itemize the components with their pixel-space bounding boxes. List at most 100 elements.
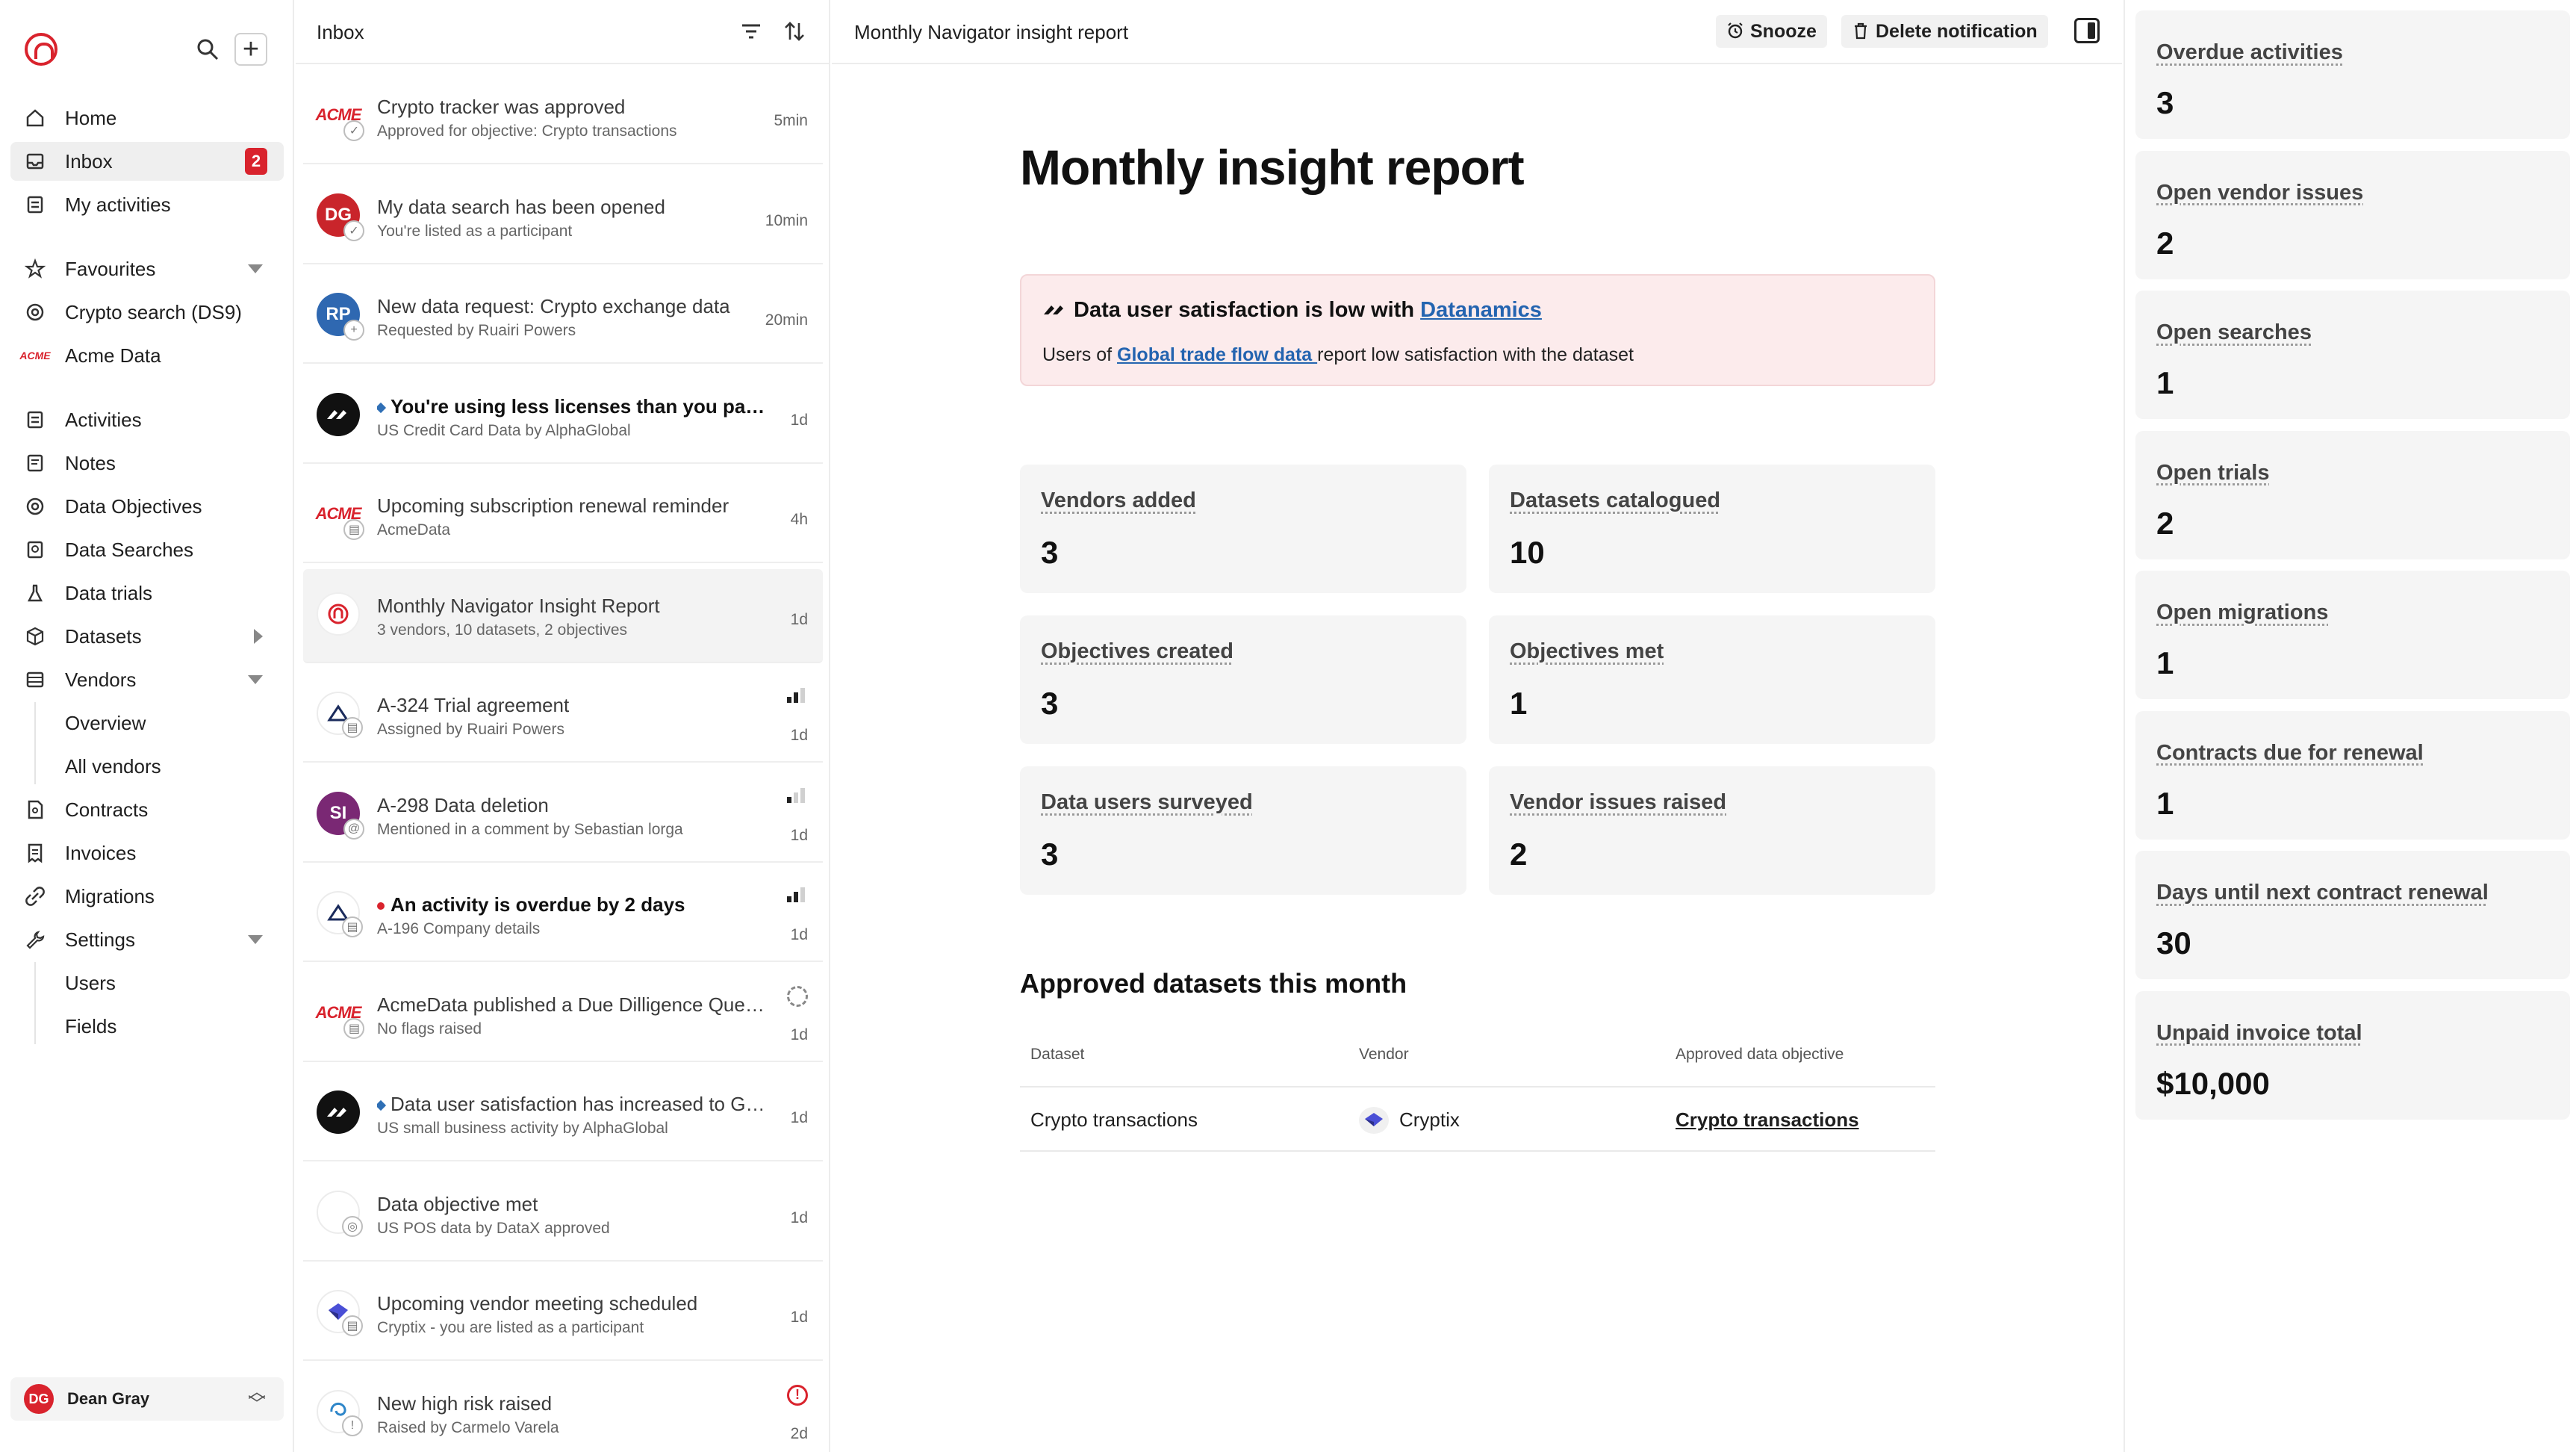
sidebar-item-users[interactable]: Users (10, 964, 284, 1002)
stat-label[interactable]: Datasets catalogued (1510, 488, 1721, 512)
message-title-text: New high risk raised (377, 1392, 553, 1415)
sidebar-item-all-vendors[interactable]: All vendors (10, 747, 284, 786)
stat-value: 2 (1510, 837, 1528, 872)
sort-icon[interactable] (781, 18, 808, 45)
avatar: SI @ (317, 791, 364, 840)
add-button[interactable]: + (234, 33, 267, 66)
message-title-text: You're using less licenses than you pay … (391, 394, 765, 418)
stat-value: 3 (1041, 686, 1059, 721)
chevron-down-icon[interactable] (248, 264, 263, 273)
avatar (317, 1090, 360, 1134)
inbox-message[interactable]: ACME ▤ AcmeData published a Due Dilligence… (303, 968, 823, 1062)
inbox-message[interactable]: ▤ A-324 Trial agreement Assigned by Ruairi… (303, 668, 823, 763)
inbox-header: Inbox (296, 0, 829, 64)
sidebar-item-label: Crypto search (DS9) (65, 300, 242, 323)
acme-logo-icon: ACME (19, 350, 51, 362)
sidebar-item-fields[interactable]: Fields (10, 1007, 284, 1046)
star-icon (24, 258, 46, 280)
sidebar-item-acme-data[interactable]: ACME Acme Data (10, 336, 284, 375)
avatar: ▤ (317, 891, 363, 937)
sidebar-item-migrations[interactable]: Migrations (10, 877, 284, 916)
satisfaction-alert: Data user satisfaction is low with Datan… (1020, 274, 1935, 386)
stat-label[interactable]: Vendor issues raised (1510, 790, 1727, 814)
summary-label[interactable]: Unpaid invoice total (2156, 1020, 2362, 1045)
sidebar-item-activities[interactable]: Activities (10, 400, 284, 439)
dataset-link[interactable]: Global trade flow data (1117, 344, 1318, 365)
summary-label[interactable]: Open searches (2156, 320, 2312, 344)
message-title: New data request: Crypto exchange data (377, 295, 730, 318)
message-subtitle: US small business activity by AlphaGloba… (377, 1120, 668, 1137)
avatar: ACME ✓ (316, 93, 364, 141)
type-badge-icon: ✓ (343, 120, 364, 141)
inbox-message[interactable]: SI @ A-298 Data deletion Mentioned in a com… (303, 769, 823, 863)
inbox-message[interactable]: ▤ Upcoming vendor meeting scheduled Crypti… (303, 1267, 823, 1361)
snooze-button[interactable]: Snooze (1716, 15, 1827, 48)
sidebar-item-label: Home (65, 106, 117, 129)
chevron-down-icon[interactable] (248, 935, 263, 944)
sidebar-item-inbox[interactable]: Inbox 2 (10, 142, 284, 181)
summary-card: Open trials 2 (2135, 430, 2570, 559)
message-title-text: Data user satisfaction has increased to … (391, 1093, 765, 1115)
inbox-message[interactable]: ACME ✓ Crypto tracker was approved Approved… (303, 70, 823, 164)
sidebar-item-crypto-search[interactable]: Crypto search (DS9) (10, 293, 284, 332)
inbox-message[interactable]: DAT ◎ Data objective met US POS data by Dat… (303, 1167, 823, 1262)
summary-value: 3 (2156, 85, 2174, 120)
priority-bars-icon (787, 786, 806, 803)
type-badge-icon: ! (342, 1415, 363, 1436)
sidebar-item-label: Datasets (65, 624, 142, 648)
summary-label[interactable]: Open vendor issues (2156, 180, 2364, 205)
inbox-message[interactable]: ! New high risk raised Raised by Carmelo V… (303, 1367, 823, 1452)
summary-label[interactable]: Open migrations (2156, 601, 2329, 624)
toggle-panel-icon[interactable] (2074, 18, 2100, 43)
inbox-message[interactable]: You're using less licenses than you pay … (303, 370, 823, 464)
stat-label[interactable]: Data users surveyed (1041, 790, 1253, 814)
vendor-cell[interactable]: Cryptix (1399, 1108, 1460, 1131)
delete-notification-button[interactable]: Delete notification (1841, 15, 2048, 48)
sidebar-item-data-trials[interactable]: Data trials (10, 574, 284, 612)
sidebar-item-datasets[interactable]: Datasets (10, 617, 284, 656)
tree-line (34, 702, 36, 784)
sidebar-item-vendors[interactable]: Vendors (10, 660, 284, 699)
vendor-link[interactable]: Datanamics (1420, 298, 1542, 322)
sidebar-item-notes[interactable]: Notes (10, 444, 284, 483)
stat-label[interactable]: Objectives met (1510, 639, 1664, 663)
summary-label[interactable]: Contracts due for renewal (2156, 740, 2424, 765)
column-header: Vendor (1359, 1046, 1409, 1063)
sidebar-item-contracts[interactable]: Contracts (10, 790, 284, 829)
summary-label[interactable]: Open trials (2156, 460, 2270, 485)
stat-label[interactable]: Vendors added (1041, 488, 1196, 512)
user-menu[interactable]: DG Dean Gray ︿ ﹀ (10, 1377, 284, 1421)
inbox-message[interactable]: ▤ An activity is overdue by 2 days A-196 C… (303, 868, 823, 962)
table-row[interactable]: Crypto transactions Cryptix Crypto trans… (1020, 1088, 1935, 1152)
message-title: Data user satisfaction has increased to … (377, 1093, 765, 1116)
inbox-message[interactable]: RP + New data request: Crypto exchange dat… (303, 270, 823, 364)
inbox-message[interactable]: DG ✓ My data search has been opened You're … (303, 170, 823, 264)
objective-link[interactable]: Crypto transactions (1676, 1108, 1859, 1131)
summary-label[interactable]: Days until next contract renewal (2156, 881, 2489, 905)
filter-icon[interactable] (738, 18, 765, 45)
inbox-message[interactable]: Data user satisfaction has increased to … (303, 1067, 823, 1161)
message-title: Upcoming subscription renewal reminder (377, 494, 729, 518)
summary-label[interactable]: Overdue activities (2156, 40, 2343, 64)
app-logo-icon[interactable] (25, 33, 57, 66)
sidebar-item-label: Vendors (65, 668, 137, 691)
sidebar-item-vendors-overview[interactable]: Overview (10, 704, 284, 742)
search-icon[interactable] (191, 33, 224, 66)
sidebar-item-home[interactable]: Home (10, 99, 284, 137)
message-time: 1d (790, 727, 808, 744)
sidebar-item-my-activities[interactable]: My activities (10, 185, 284, 224)
summary-value: 30 (2156, 925, 2191, 961)
avatar: ACME ▤ (316, 990, 364, 1039)
inbox-message[interactable]: Monthly Navigator Insight Report 3 vendor… (303, 568, 823, 663)
chevron-right-icon[interactable] (254, 629, 263, 644)
inbox-message[interactable]: ACME ▤ Upcoming subscription renewal remin… (303, 469, 823, 563)
message-time: 4h (790, 511, 808, 528)
sidebar-item-favourites[interactable]: Favourites (10, 249, 284, 288)
stat-label[interactable]: Objectives created (1041, 639, 1233, 663)
sidebar-item-data-searches[interactable]: Data Searches (10, 530, 284, 569)
chevron-down-icon[interactable] (248, 675, 263, 684)
sidebar-item-invoices[interactable]: Invoices (10, 834, 284, 872)
sidebar-item-data-objectives[interactable]: Data Objectives (10, 487, 284, 526)
message-title: New high risk raised (377, 1392, 552, 1415)
sidebar-item-settings[interactable]: Settings (10, 920, 284, 959)
